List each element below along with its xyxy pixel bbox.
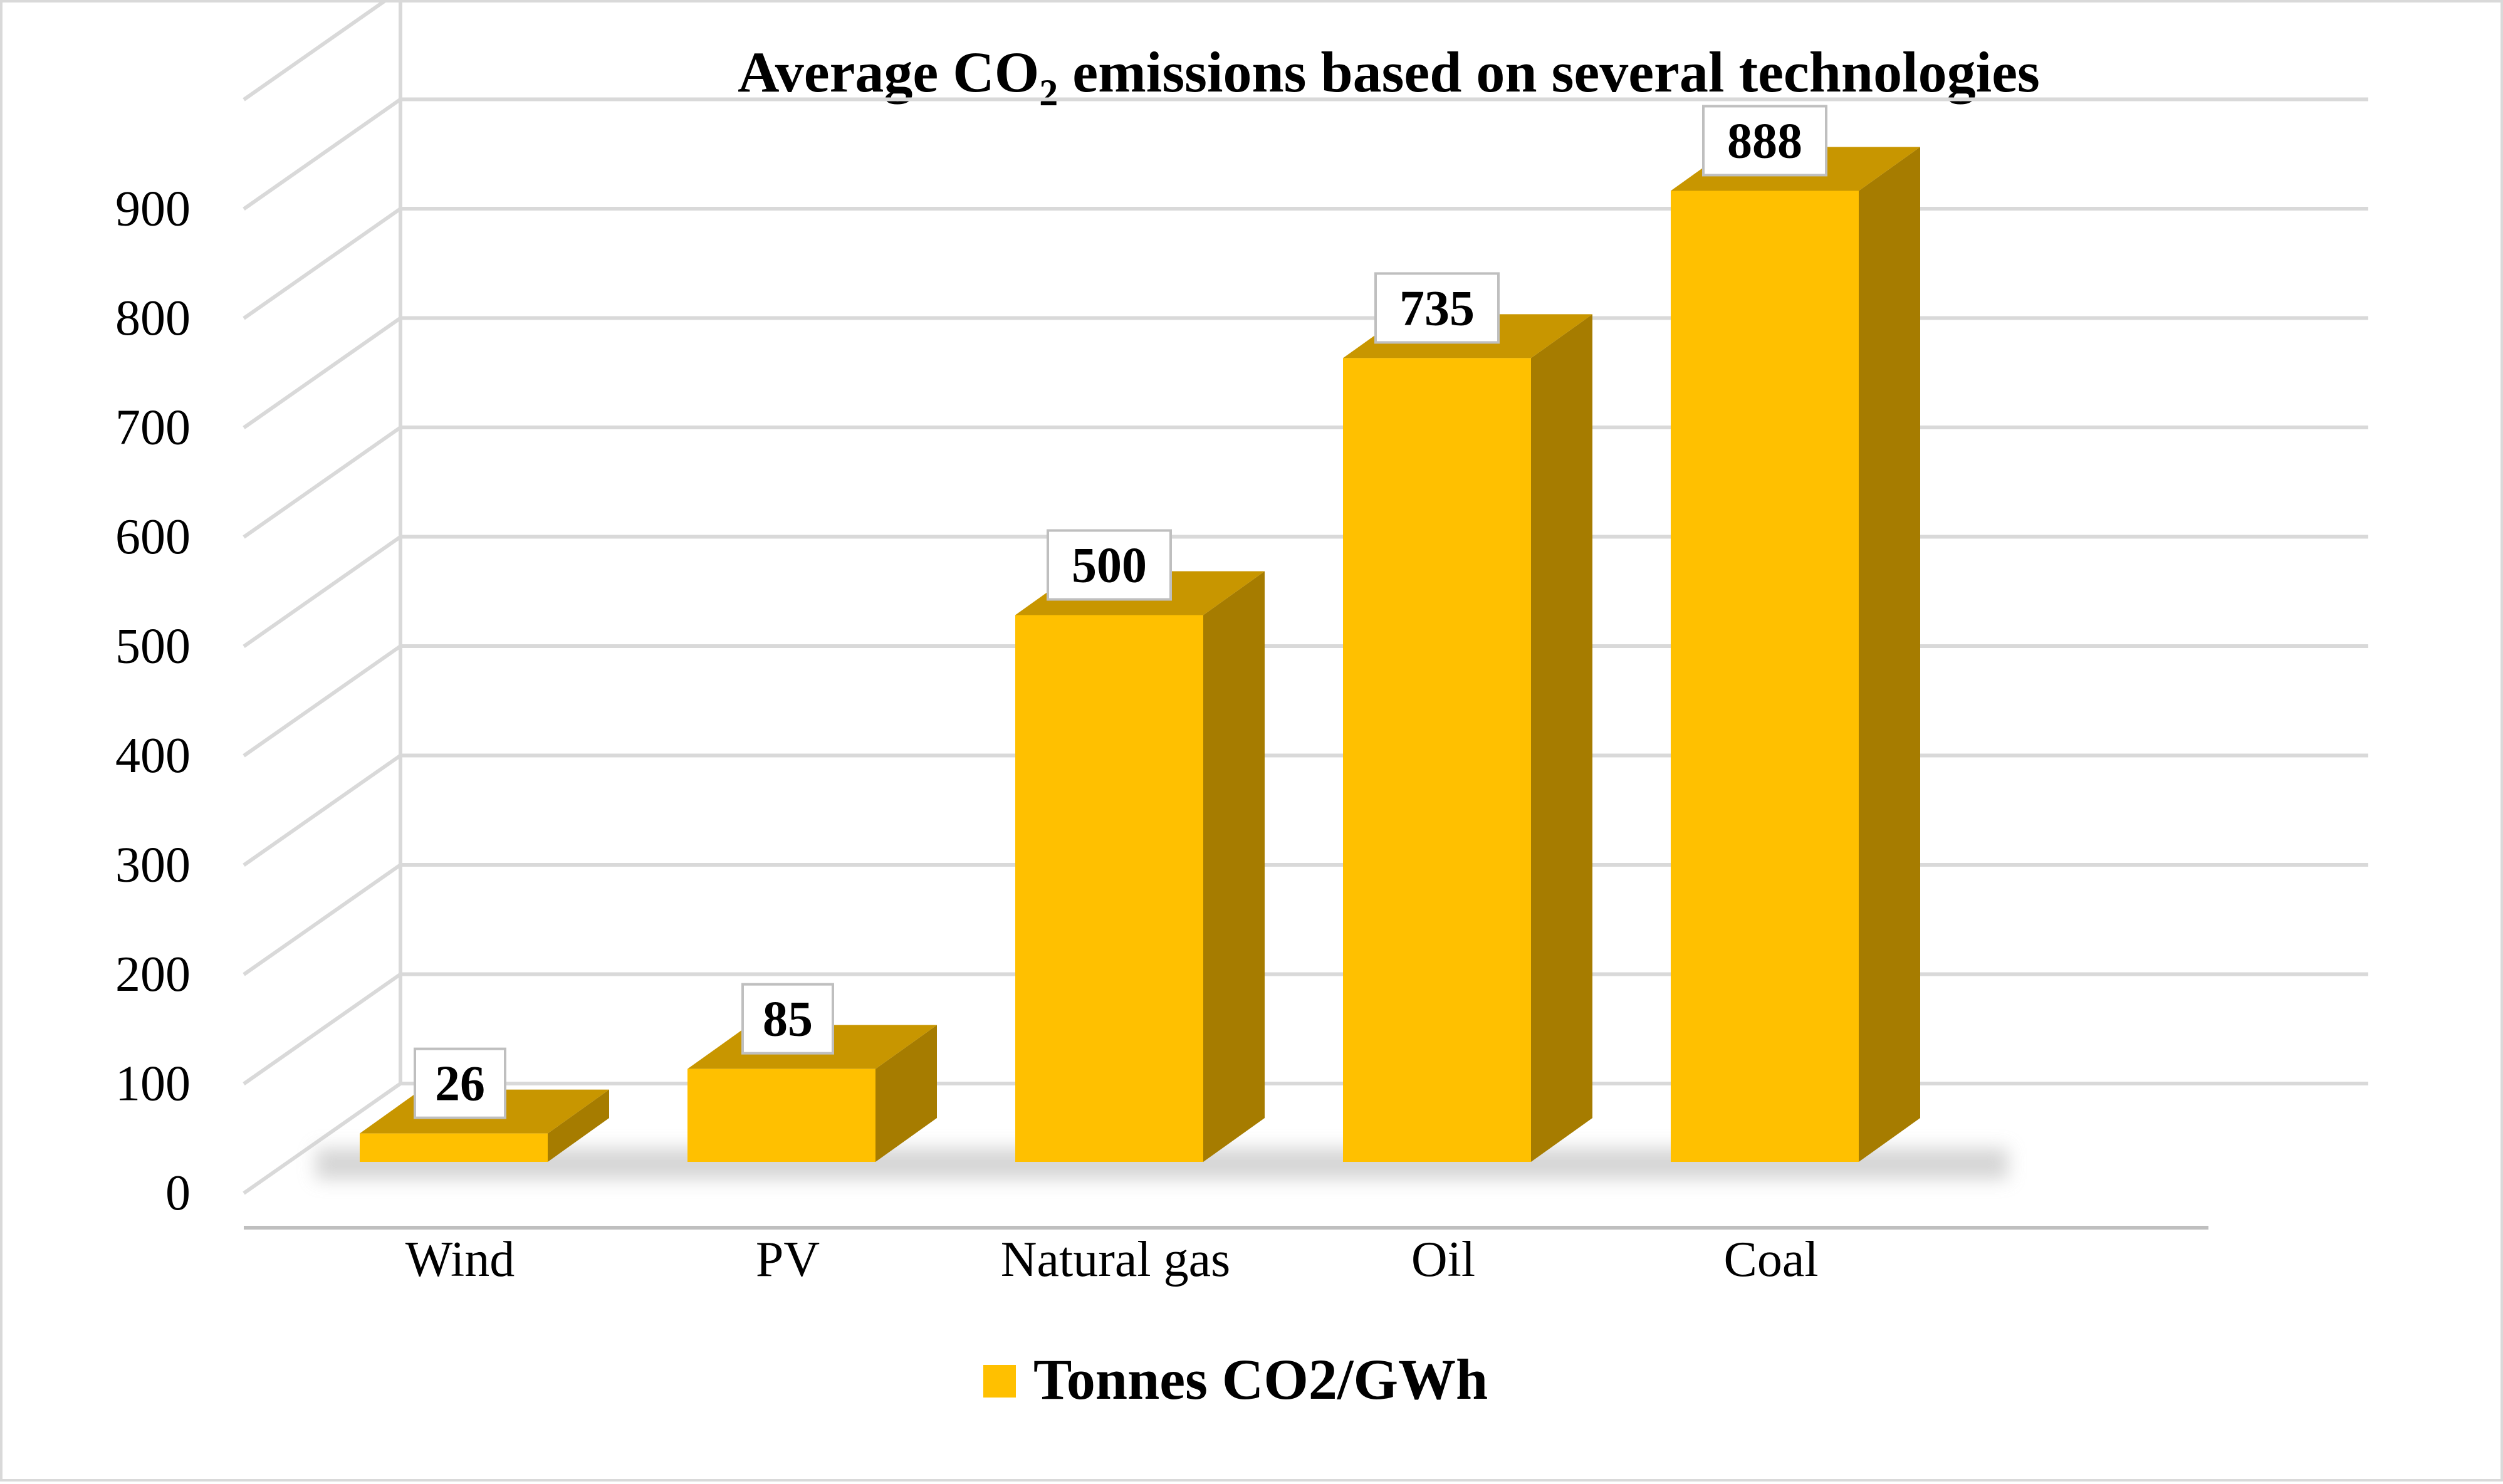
- gridline-diagonal: [243, 535, 402, 648]
- data-label-text: 888: [1727, 113, 1802, 169]
- data-label-box: [414, 1047, 506, 1119]
- data-label-box: [1374, 272, 1500, 344]
- gridline-diagonal: [243, 863, 402, 976]
- data-label-text: 500: [1072, 538, 1147, 593]
- data-label-text: 85: [763, 992, 813, 1047]
- bar-front-face: [1671, 191, 1859, 1163]
- data-labels: 26 85 500 735 888: [414, 105, 1827, 1119]
- y-tick-label: 200: [115, 947, 191, 1002]
- bar-front-face: [360, 1133, 548, 1162]
- bar-front-face: [687, 1069, 875, 1162]
- y-tick-label: 600: [115, 509, 191, 565]
- data-label: 85: [741, 983, 834, 1055]
- legend[interactable]: Tonnes CO2/GWh: [983, 1347, 1488, 1411]
- x-tick-label: Oil: [1411, 1232, 1475, 1287]
- gridline-diagonal: [243, 3, 386, 102]
- bar-side-face: [1531, 314, 1592, 1162]
- bar-front-face: [1343, 358, 1531, 1162]
- y-tick-label: 500: [115, 619, 191, 674]
- y-tick-label: 400: [115, 728, 191, 783]
- bar-coal[interactable]: [1671, 147, 1920, 1163]
- gridline-diagonal: [243, 98, 402, 211]
- data-label-box: [1047, 529, 1172, 601]
- y-tick-label: 0: [165, 1166, 191, 1221]
- data-label-box: [741, 983, 834, 1055]
- data-label-box: [1702, 105, 1827, 177]
- bar-oil[interactable]: [1343, 314, 1592, 1162]
- chart-title-main: Average CO: [738, 40, 1039, 104]
- bar-side-face: [1859, 147, 1920, 1163]
- data-label: 888: [1702, 105, 1827, 177]
- chart-title: Average CO2 emissions based on several t…: [738, 40, 2040, 113]
- data-label: 500: [1047, 529, 1172, 601]
- bars: [316, 147, 2008, 1179]
- bar-side-face: [875, 1025, 937, 1162]
- x-tick-label: PV: [756, 1232, 820, 1287]
- gridlines: [243, 3, 2368, 1085]
- bar-side-face: [548, 1089, 609, 1162]
- gridline-diagonal: [243, 754, 402, 867]
- chart-title-suffix: emissions based on several technologies: [1058, 40, 2040, 104]
- x-tick-label: Coal: [1723, 1232, 1818, 1287]
- y-tick-label: 900: [115, 182, 191, 237]
- y-tick-label: 800: [115, 291, 191, 346]
- gridline-diagonal: [243, 644, 402, 758]
- co2-emissions-chart: Average CO2 emissions based on several t…: [115, 3, 2368, 1411]
- floor-diagonal: [243, 1082, 402, 1195]
- gridline-diagonal: [243, 207, 402, 320]
- x-tick-label: Natural gas: [1001, 1232, 1231, 1287]
- bar-side-face: [1203, 571, 1265, 1162]
- data-label-text: 26: [435, 1057, 485, 1112]
- data-label: 26: [414, 1047, 506, 1119]
- chart-title-subscript: 2: [1039, 72, 1058, 113]
- x-tick-label: Wind: [405, 1232, 515, 1287]
- legend-label: Tonnes CO2/GWh: [1033, 1347, 1488, 1411]
- data-label: 735: [1374, 272, 1500, 344]
- gridline-diagonal: [243, 316, 402, 429]
- y-tick-label: 700: [115, 400, 191, 456]
- y-tick-label: 100: [115, 1057, 191, 1112]
- bar-front-face: [1015, 615, 1203, 1162]
- bar-wind[interactable]: [360, 1089, 609, 1162]
- gridline-diagonal: [243, 973, 402, 1085]
- legend-swatch: [983, 1365, 1016, 1398]
- gridline-diagonal: [243, 426, 402, 539]
- data-label-text: 735: [1399, 281, 1475, 336]
- y-tick-label: 300: [115, 838, 191, 893]
- bar-natural-gas[interactable]: [1015, 571, 1265, 1163]
